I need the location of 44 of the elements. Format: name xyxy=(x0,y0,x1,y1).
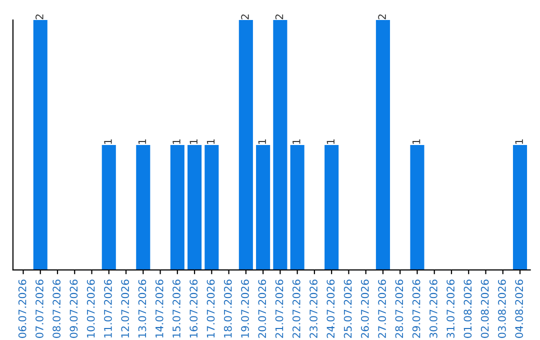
data-label: 2 xyxy=(36,14,44,20)
x-tick-label: 21.07.2026 xyxy=(275,280,284,338)
x-tick-label: 06.07.2026 xyxy=(18,280,26,338)
x-tick-label: 16.07.2026 xyxy=(190,280,198,338)
data-label: 2 xyxy=(241,14,249,20)
x-tick-label: 08.07.2026 xyxy=(52,280,61,338)
data-label: 1 xyxy=(138,139,146,144)
x-tick-label: 30.07.2026 xyxy=(429,280,438,338)
x-tick-label: 17.07.2026 xyxy=(206,280,215,338)
x-tick-label: 25.07.2026 xyxy=(344,280,352,338)
data-label: 1 xyxy=(104,139,112,144)
data-label: 1 xyxy=(326,139,334,144)
x-tick-label: 10.07.2026 xyxy=(86,280,95,338)
data-label: 1 xyxy=(258,139,266,144)
x-tick-label: 28.07.2026 xyxy=(395,280,404,338)
x-tick-label: 04.08.2026 xyxy=(515,280,524,338)
x-tick-label: 31.07.2026 xyxy=(446,280,455,338)
x-tick-label: 27.07.2026 xyxy=(378,280,386,338)
data-label: 1 xyxy=(515,139,523,144)
x-tick-label: 03.08.2026 xyxy=(498,280,506,338)
data-label: 2 xyxy=(275,14,284,20)
x-tick-label: 09.07.2026 xyxy=(70,280,78,338)
x-tick-label: 02.08.2026 xyxy=(480,280,489,338)
x-tick-label: 01.08.2026 xyxy=(464,280,472,338)
x-tick-label: 07.07.2026 xyxy=(36,280,44,338)
x-tick-label: 22.07.2026 xyxy=(292,280,300,338)
x-tick-label: 20.07.2026 xyxy=(258,280,266,338)
x-tick-label: 11.07.2026 xyxy=(104,280,112,338)
data-label: 1 xyxy=(412,139,420,144)
x-tick-label: 12.07.2026 xyxy=(121,280,130,338)
x-tick-label: 26.07.2026 xyxy=(360,280,369,338)
x-tick-label: 19.07.2026 xyxy=(241,280,249,338)
data-label: 1 xyxy=(172,139,180,144)
data-label: 1 xyxy=(292,139,300,144)
x-tick-label: 24.07.2026 xyxy=(326,280,335,338)
data-label: 2 xyxy=(378,14,386,20)
x-tick-label: 23.07.2026 xyxy=(310,280,318,338)
x-tick-label: 18.07.2026 xyxy=(224,280,232,338)
x-tick-label: 15.07.2026 xyxy=(172,280,180,338)
x-tick-label: 14.07.2026 xyxy=(155,280,164,338)
data-label: 1 xyxy=(190,139,198,144)
x-tick-label: 13.07.2026 xyxy=(138,280,146,338)
x-tick-label: 29.07.2026 xyxy=(412,280,420,338)
data-label: 1 xyxy=(206,139,215,144)
